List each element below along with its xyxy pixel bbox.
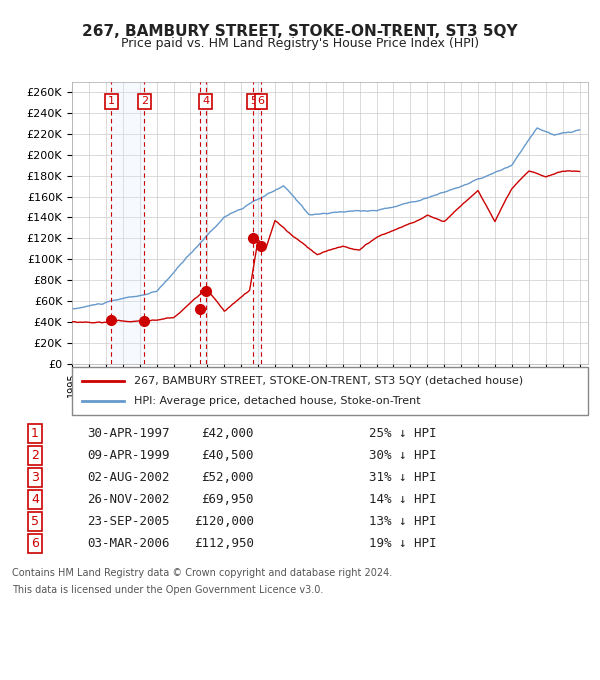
Text: 09-APR-1999: 09-APR-1999: [87, 449, 169, 462]
Text: 6: 6: [31, 537, 39, 550]
Text: £112,950: £112,950: [194, 537, 254, 550]
Text: Contains HM Land Registry data © Crown copyright and database right 2024.: Contains HM Land Registry data © Crown c…: [12, 568, 392, 578]
Text: 2: 2: [140, 97, 148, 106]
Text: 19% ↓ HPI: 19% ↓ HPI: [369, 537, 437, 550]
Text: HPI: Average price, detached house, Stoke-on-Trent: HPI: Average price, detached house, Stok…: [134, 396, 421, 407]
Text: 3: 3: [31, 471, 39, 484]
Text: 13% ↓ HPI: 13% ↓ HPI: [369, 515, 437, 528]
Text: 267, BAMBURY STREET, STOKE-ON-TRENT, ST3 5QY (detached house): 267, BAMBURY STREET, STOKE-ON-TRENT, ST3…: [134, 375, 523, 386]
Text: £52,000: £52,000: [202, 471, 254, 484]
Text: 1: 1: [31, 427, 39, 440]
Text: 267, BAMBURY STREET, STOKE-ON-TRENT, ST3 5QY: 267, BAMBURY STREET, STOKE-ON-TRENT, ST3…: [82, 24, 518, 39]
Text: £40,500: £40,500: [202, 449, 254, 462]
Text: £120,000: £120,000: [194, 515, 254, 528]
Text: 23-SEP-2005: 23-SEP-2005: [87, 515, 169, 528]
Bar: [200, 82, 206, 364]
Text: 30% ↓ HPI: 30% ↓ HPI: [369, 449, 437, 462]
Text: Price paid vs. HM Land Registry's House Price Index (HPI): Price paid vs. HM Land Registry's House …: [121, 37, 479, 50]
FancyBboxPatch shape: [72, 367, 588, 415]
Text: 26-NOV-2002: 26-NOV-2002: [87, 493, 169, 506]
Text: 31% ↓ HPI: 31% ↓ HPI: [369, 471, 437, 484]
Text: 30-APR-1997: 30-APR-1997: [87, 427, 169, 440]
Bar: [112, 82, 144, 364]
Text: 5: 5: [31, 515, 39, 528]
Text: 14% ↓ HPI: 14% ↓ HPI: [369, 493, 437, 506]
Text: 03-MAR-2006: 03-MAR-2006: [87, 537, 169, 550]
Text: 4: 4: [31, 493, 39, 506]
Text: £69,950: £69,950: [202, 493, 254, 506]
Text: 6: 6: [257, 97, 265, 106]
Bar: [253, 82, 261, 364]
Text: 25% ↓ HPI: 25% ↓ HPI: [369, 427, 437, 440]
Text: 02-AUG-2002: 02-AUG-2002: [87, 471, 169, 484]
Text: This data is licensed under the Open Government Licence v3.0.: This data is licensed under the Open Gov…: [12, 585, 323, 595]
Text: 1: 1: [108, 97, 115, 106]
Text: £42,000: £42,000: [202, 427, 254, 440]
Text: 5: 5: [250, 97, 257, 106]
Text: 4: 4: [202, 97, 209, 106]
Text: 2: 2: [31, 449, 39, 462]
